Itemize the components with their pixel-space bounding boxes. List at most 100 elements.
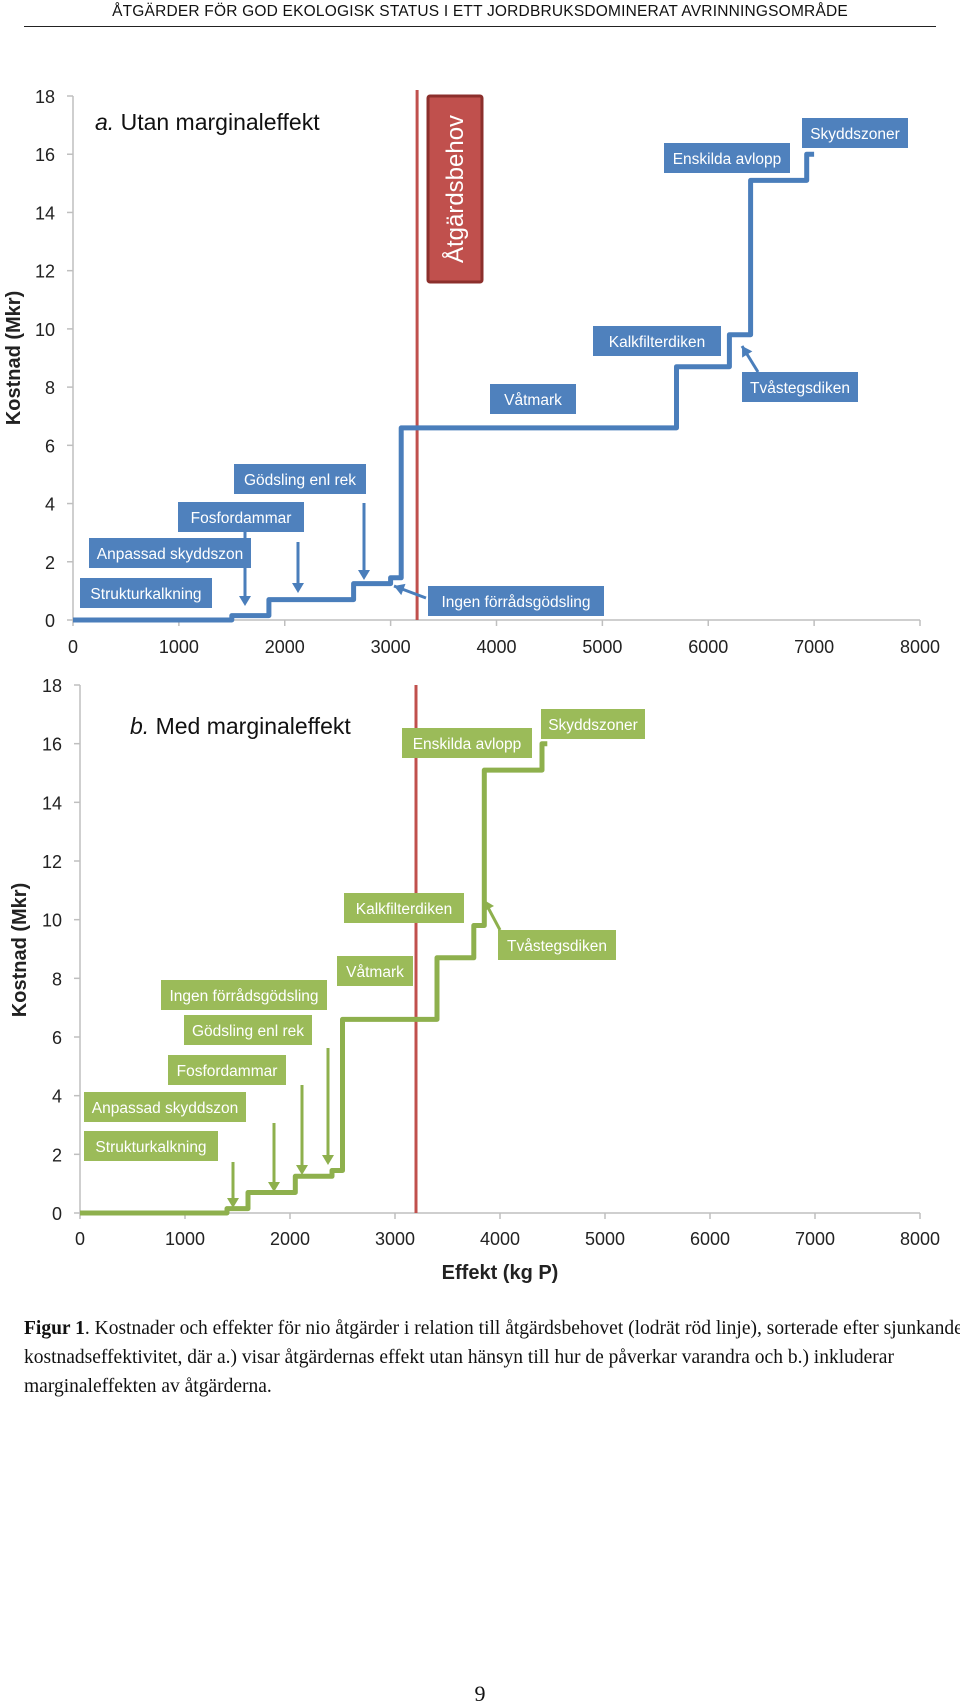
annotation-label: Fosfordammar [191,510,292,527]
annotation-arrowhead [239,596,251,606]
y-tick-label: 0 [52,1204,62,1224]
annotation-box [80,578,212,608]
annotation-label: Strukturkalkning [90,586,201,603]
y-tick-label: 6 [52,1028,62,1048]
x-tick-label: 3000 [371,637,411,657]
y-axis-label: Kostnad (Mkr) [9,883,31,1017]
annotation-arrowhead [296,1165,308,1175]
annotation-label: Enskilda avlopp [413,736,522,753]
x-tick-label: 4000 [480,1229,520,1249]
x-tick-label: 8000 [900,637,940,657]
annotation-box [344,893,464,923]
chart-b: 0 2 4 6 8 10 12 14 16 18 0 1000 2000 3000 4000 5000 6000… [9,676,940,1284]
annotation-arrowhead [358,570,370,580]
y-tick-label: 10 [35,320,55,340]
annotation-box [802,118,908,148]
caption-label: Figur 1 [24,1318,85,1339]
x-tick-label: 3000 [375,1229,415,1249]
x-axis-label: Effekt (kg P) [442,1262,559,1284]
annotation-label: Gödsling enl rek [244,472,356,489]
chart-a: 0 2 4 6 8 10 12 14 16 18 0 1000 2000 3000 4000 5000 6000… [3,87,940,657]
annotation-box [498,930,616,960]
y-tick-label: 14 [35,203,55,223]
y-tick-label: 10 [42,911,62,931]
requirement-label: Åtgärdsbehov [441,115,469,263]
y-tick-label: 6 [45,436,55,456]
y-tick-label: 14 [42,793,62,813]
y-tick-label: 0 [45,611,55,631]
x-tick-label: 1000 [165,1229,205,1249]
annotation-label: Våtmark [346,964,404,981]
annotation-label: Kalkfilterdiken [356,901,453,918]
step-series-line [80,741,548,1216]
annotation-box [402,728,532,758]
annotation-box [184,1015,312,1045]
y-axis-label: Kostnad (Mkr) [3,291,25,425]
annotation-label: Gödsling enl rek [192,1023,304,1040]
annotation-label: Enskilda avlopp [673,151,782,168]
figure-caption: Figur 1. Kostnader och effekter för nio … [24,1314,960,1401]
annotation-box [84,1131,218,1161]
annotation-arrowhead [483,900,494,912]
annotation-box [234,464,366,494]
annotation-label: Tvåstegsdiken [507,938,607,955]
annotation-box [89,538,251,568]
y-tick-label: 12 [42,852,62,872]
x-tick-label: 5000 [582,637,622,657]
annotation-arrowhead [322,1155,334,1165]
x-tick-label: 6000 [690,1229,730,1249]
annotation-label: Skyddszoner [810,126,900,143]
annotation-label: Anpassad skyddszon [97,546,243,563]
running-header: ÅTGÄRDER FÖR GOD EKOLOGISK STATUS I ETT … [24,0,936,27]
x-tick-label: 0 [68,637,78,657]
annotation-arrowhead [292,583,304,593]
y-tick-label: 4 [45,495,55,515]
x-tick-label: 7000 [795,1229,835,1249]
y-tick-label: 8 [52,969,62,989]
annotation-label: Kalkfilterdiken [609,334,706,351]
y-tick-label: 4 [52,1087,62,1107]
y-tick-label: 16 [35,145,55,165]
annotation-label: Strukturkalkning [95,1139,206,1156]
annotation-label: Anpassad skyddszon [92,1100,238,1117]
annotation-box [541,709,645,739]
annotation-label: Tvåstegsdiken [750,380,850,397]
x-tick-label: 7000 [794,637,834,657]
annotation-box [428,586,604,616]
annotation-label: Ingen förrådsgödsling [441,594,590,611]
annotation-box [168,1055,286,1085]
annotation-arrowhead [268,1182,280,1192]
y-tick-label: 12 [35,262,55,282]
annotation-box [490,384,576,414]
page-number: 9 [474,1681,486,1706]
panel-title: a. Utan marginaleffekt [95,109,320,135]
annotation-label: Ingen förrådsgödsling [169,988,318,1005]
annotation-label: Fosfordammar [177,1063,278,1080]
requirement-label-box [426,94,484,284]
step-series-line [73,151,815,623]
annotation-box [161,980,327,1010]
y-tick-label: 18 [35,87,55,107]
x-tick-label: 8000 [900,1229,940,1249]
annotation-box [84,1092,246,1122]
annotation-box [337,956,413,986]
annotation-box [178,502,304,532]
x-tick-label: 5000 [585,1229,625,1249]
x-tick-label: 4000 [476,637,516,657]
annotation-arrowhead [742,346,753,358]
annotation-arrowhead [394,583,406,596]
y-tick-label: 18 [42,676,62,696]
y-tick-label: 16 [42,735,62,755]
y-tick-label: 8 [45,378,55,398]
x-tick-label: 2000 [265,637,305,657]
x-tick-label: 2000 [270,1229,310,1249]
annotation-arrowhead [227,1198,239,1208]
x-tick-label: 0 [75,1229,85,1249]
x-tick-label: 1000 [159,637,199,657]
annotation-label: Våtmark [504,392,562,409]
annotation-box [593,326,721,356]
caption-text: . Kostnader och effekter för nio åtgärde… [24,1318,960,1397]
annotation-box [742,372,858,402]
x-tick-label: 6000 [688,637,728,657]
